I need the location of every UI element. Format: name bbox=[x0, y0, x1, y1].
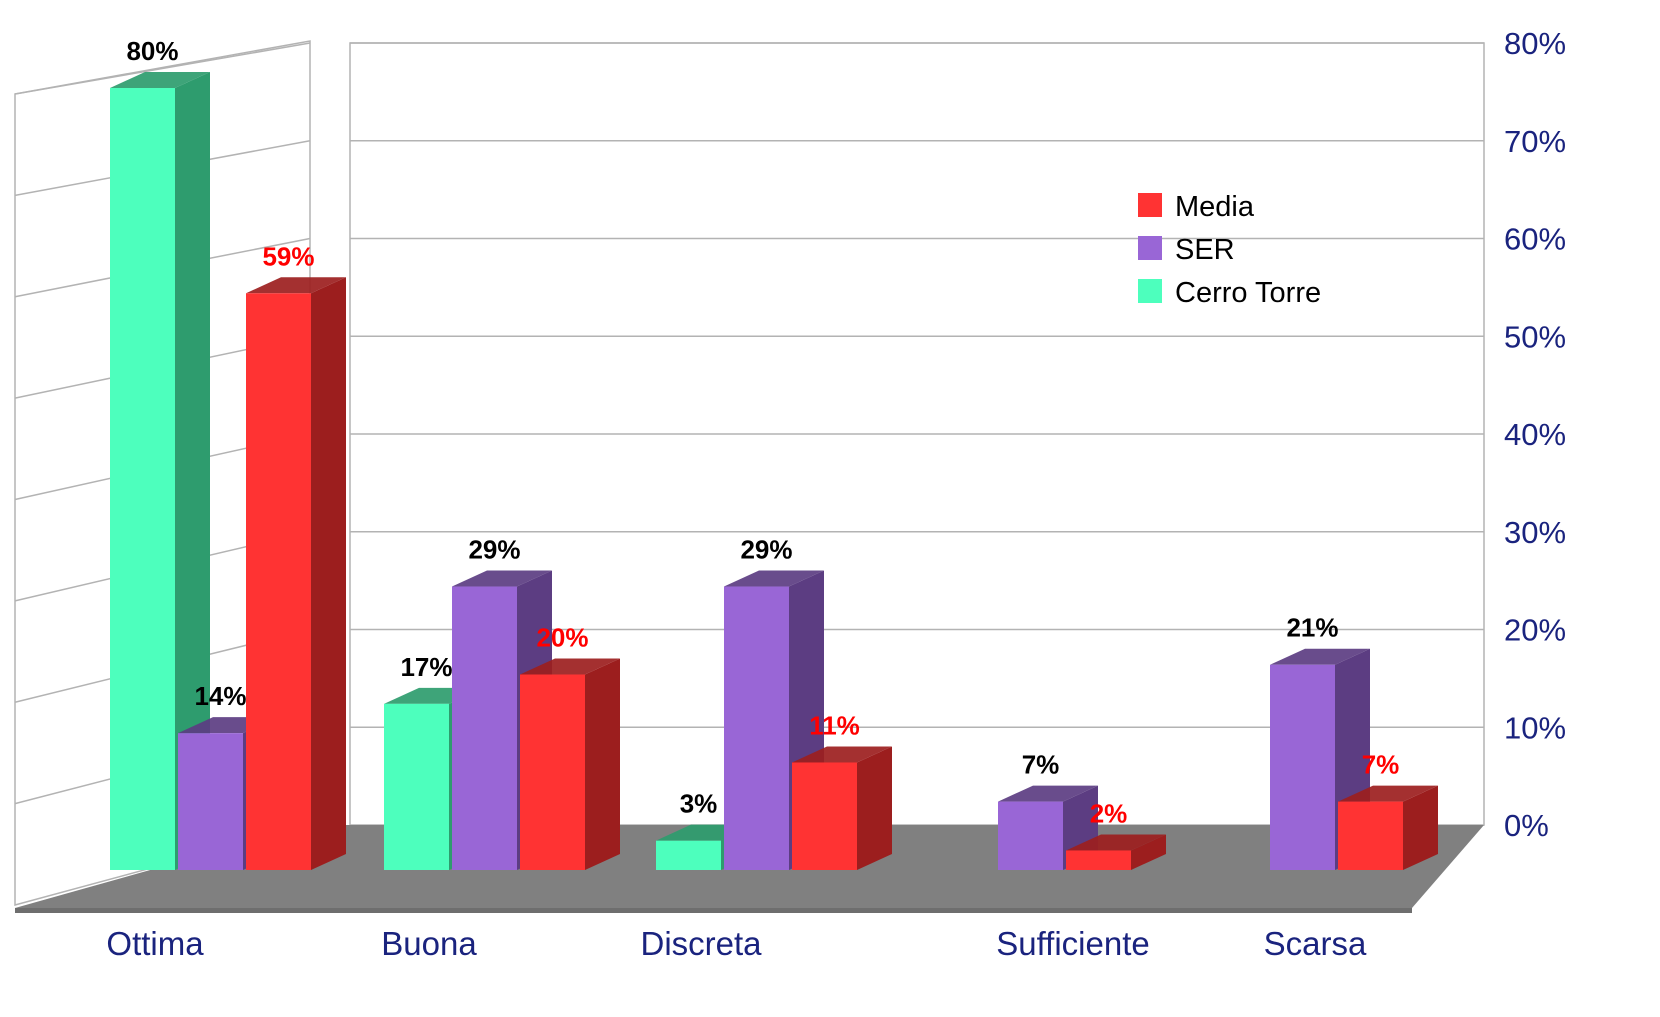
bar-side bbox=[1131, 834, 1166, 870]
y-tick-label: 0% bbox=[1504, 808, 1549, 843]
data-label: 20% bbox=[536, 623, 588, 653]
bar-media-sufficiente bbox=[1066, 834, 1166, 870]
bar-top bbox=[452, 570, 552, 587]
data-label: 59% bbox=[262, 241, 314, 271]
legend-label: SER bbox=[1175, 234, 1235, 266]
x-category-label: Buona bbox=[381, 925, 477, 962]
legend-item: Cerro Torre bbox=[1138, 277, 1321, 309]
x-category-label: Sufficiente bbox=[996, 925, 1150, 962]
bar-media-scarsa bbox=[1338, 785, 1438, 870]
bar-side bbox=[175, 72, 210, 870]
bar-top bbox=[724, 570, 824, 587]
data-label: 29% bbox=[740, 535, 792, 565]
bar-top bbox=[1338, 785, 1438, 802]
y-tick-label: 70% bbox=[1504, 124, 1566, 159]
x-category-label: Ottima bbox=[106, 925, 204, 962]
bar-side bbox=[857, 746, 892, 870]
bar-front bbox=[384, 703, 449, 870]
x-category-label: Discreta bbox=[640, 925, 762, 962]
bar-top bbox=[110, 72, 210, 88]
data-label: 21% bbox=[1286, 613, 1338, 643]
data-label: 7% bbox=[1022, 750, 1060, 780]
bar-top bbox=[1066, 834, 1166, 851]
bar-front bbox=[246, 293, 311, 870]
legend-swatch bbox=[1138, 236, 1162, 260]
bar-side bbox=[585, 658, 620, 870]
bar-top bbox=[1270, 648, 1370, 665]
bar-media-ottima bbox=[246, 277, 346, 870]
data-label: 14% bbox=[194, 681, 246, 711]
legend-swatch bbox=[1138, 193, 1162, 217]
legend-item: SER bbox=[1138, 234, 1235, 266]
legend: Media SER Cerro Torre bbox=[1138, 191, 1321, 309]
data-label: 2% bbox=[1090, 798, 1128, 828]
bars bbox=[110, 72, 1438, 870]
bar-side bbox=[311, 277, 346, 870]
data-label: 29% bbox=[468, 535, 520, 565]
bar-top bbox=[246, 277, 346, 294]
bar-front bbox=[724, 586, 789, 870]
data-label: 17% bbox=[400, 652, 452, 682]
legend-label: Cerro Torre bbox=[1175, 277, 1321, 309]
legend-item: Media bbox=[1138, 191, 1255, 223]
y-tick-label: 10% bbox=[1504, 710, 1566, 745]
legend-label: Media bbox=[1175, 191, 1255, 223]
bar-side bbox=[1403, 785, 1438, 870]
y-tick-label: 40% bbox=[1504, 417, 1566, 452]
y-tick-label: 20% bbox=[1504, 613, 1566, 648]
y-tick-label: 80% bbox=[1504, 26, 1566, 61]
data-label: 11% bbox=[809, 710, 860, 740]
bar-front bbox=[1338, 801, 1403, 870]
y-tick-label: 30% bbox=[1504, 515, 1566, 550]
bar-front bbox=[452, 586, 517, 870]
bar-front bbox=[1066, 850, 1131, 870]
bar-front bbox=[1270, 664, 1335, 870]
bar-front bbox=[792, 762, 857, 870]
data-label: 80% bbox=[126, 36, 178, 66]
bar-front bbox=[998, 801, 1063, 870]
bar-media-buona bbox=[520, 658, 620, 870]
bar-cerro-torre-ottima bbox=[110, 72, 210, 870]
bar-top bbox=[792, 746, 892, 763]
bar-front bbox=[178, 733, 243, 870]
bar-top bbox=[520, 658, 620, 675]
left-wall-gridline bbox=[14, 42, 311, 95]
bar-front bbox=[110, 88, 175, 870]
bar-media-discreta bbox=[792, 746, 892, 870]
y-tick-label: 60% bbox=[1504, 222, 1566, 257]
bar-front bbox=[656, 840, 721, 870]
data-label: 3% bbox=[680, 789, 718, 819]
y-tick-label: 50% bbox=[1504, 319, 1566, 354]
legend-swatch bbox=[1138, 279, 1162, 303]
data-label: 7% bbox=[1362, 750, 1400, 780]
bar-front bbox=[520, 674, 585, 870]
y-axis-ticks: 0% 10% 20% 30% 40% 50% 60% 70% 80% bbox=[1504, 26, 1566, 843]
bar-top bbox=[998, 785, 1098, 802]
x-category-label: Scarsa bbox=[1264, 925, 1367, 962]
data-labels: 80% 14% 59% 17% 29% 20% 3% 29% 11% 7% 2% 21% 7% bbox=[126, 36, 1399, 828]
chart-floor-edge bbox=[15, 908, 1412, 913]
